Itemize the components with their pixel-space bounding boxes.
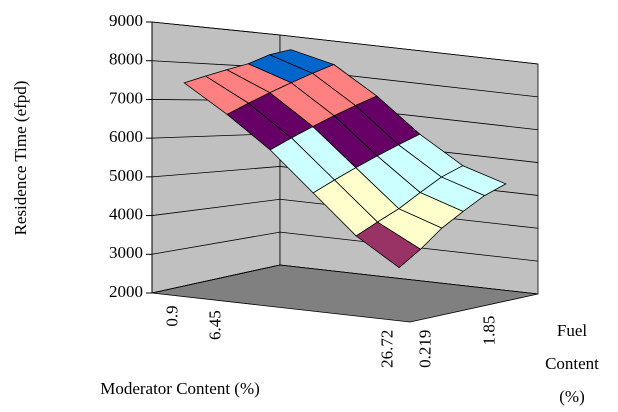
z-axis-title: Residence Time (efpd): [11, 81, 30, 236]
y-axis-title: Fuel Content (%): [545, 321, 599, 406]
z-tick-label: 2000: [109, 282, 143, 301]
grid-line: [151, 264, 539, 295]
z-tick-label: 5000: [109, 166, 143, 185]
z-tick-label: 8000: [109, 50, 143, 69]
z-tick-label: 6000: [109, 127, 143, 146]
grid-line: [151, 21, 539, 65]
grid-line: [151, 231, 539, 262]
x-tick-label: 6.45: [205, 310, 224, 340]
x-tick-label: 0.9: [162, 305, 181, 326]
z-tick-label: 9000: [109, 11, 143, 30]
x-tick-label: 26.72: [377, 330, 396, 368]
z-tick-label: 3000: [109, 243, 143, 262]
x-axis-title: Moderator Content (%): [100, 379, 260, 398]
surface-cell: [355, 221, 422, 269]
depth-tick-label: 1.85: [480, 316, 499, 346]
z-tick-label: 7000: [109, 88, 143, 107]
depth-tick-label: 0.219: [416, 330, 435, 368]
z-tick-label: 4000: [109, 204, 143, 223]
